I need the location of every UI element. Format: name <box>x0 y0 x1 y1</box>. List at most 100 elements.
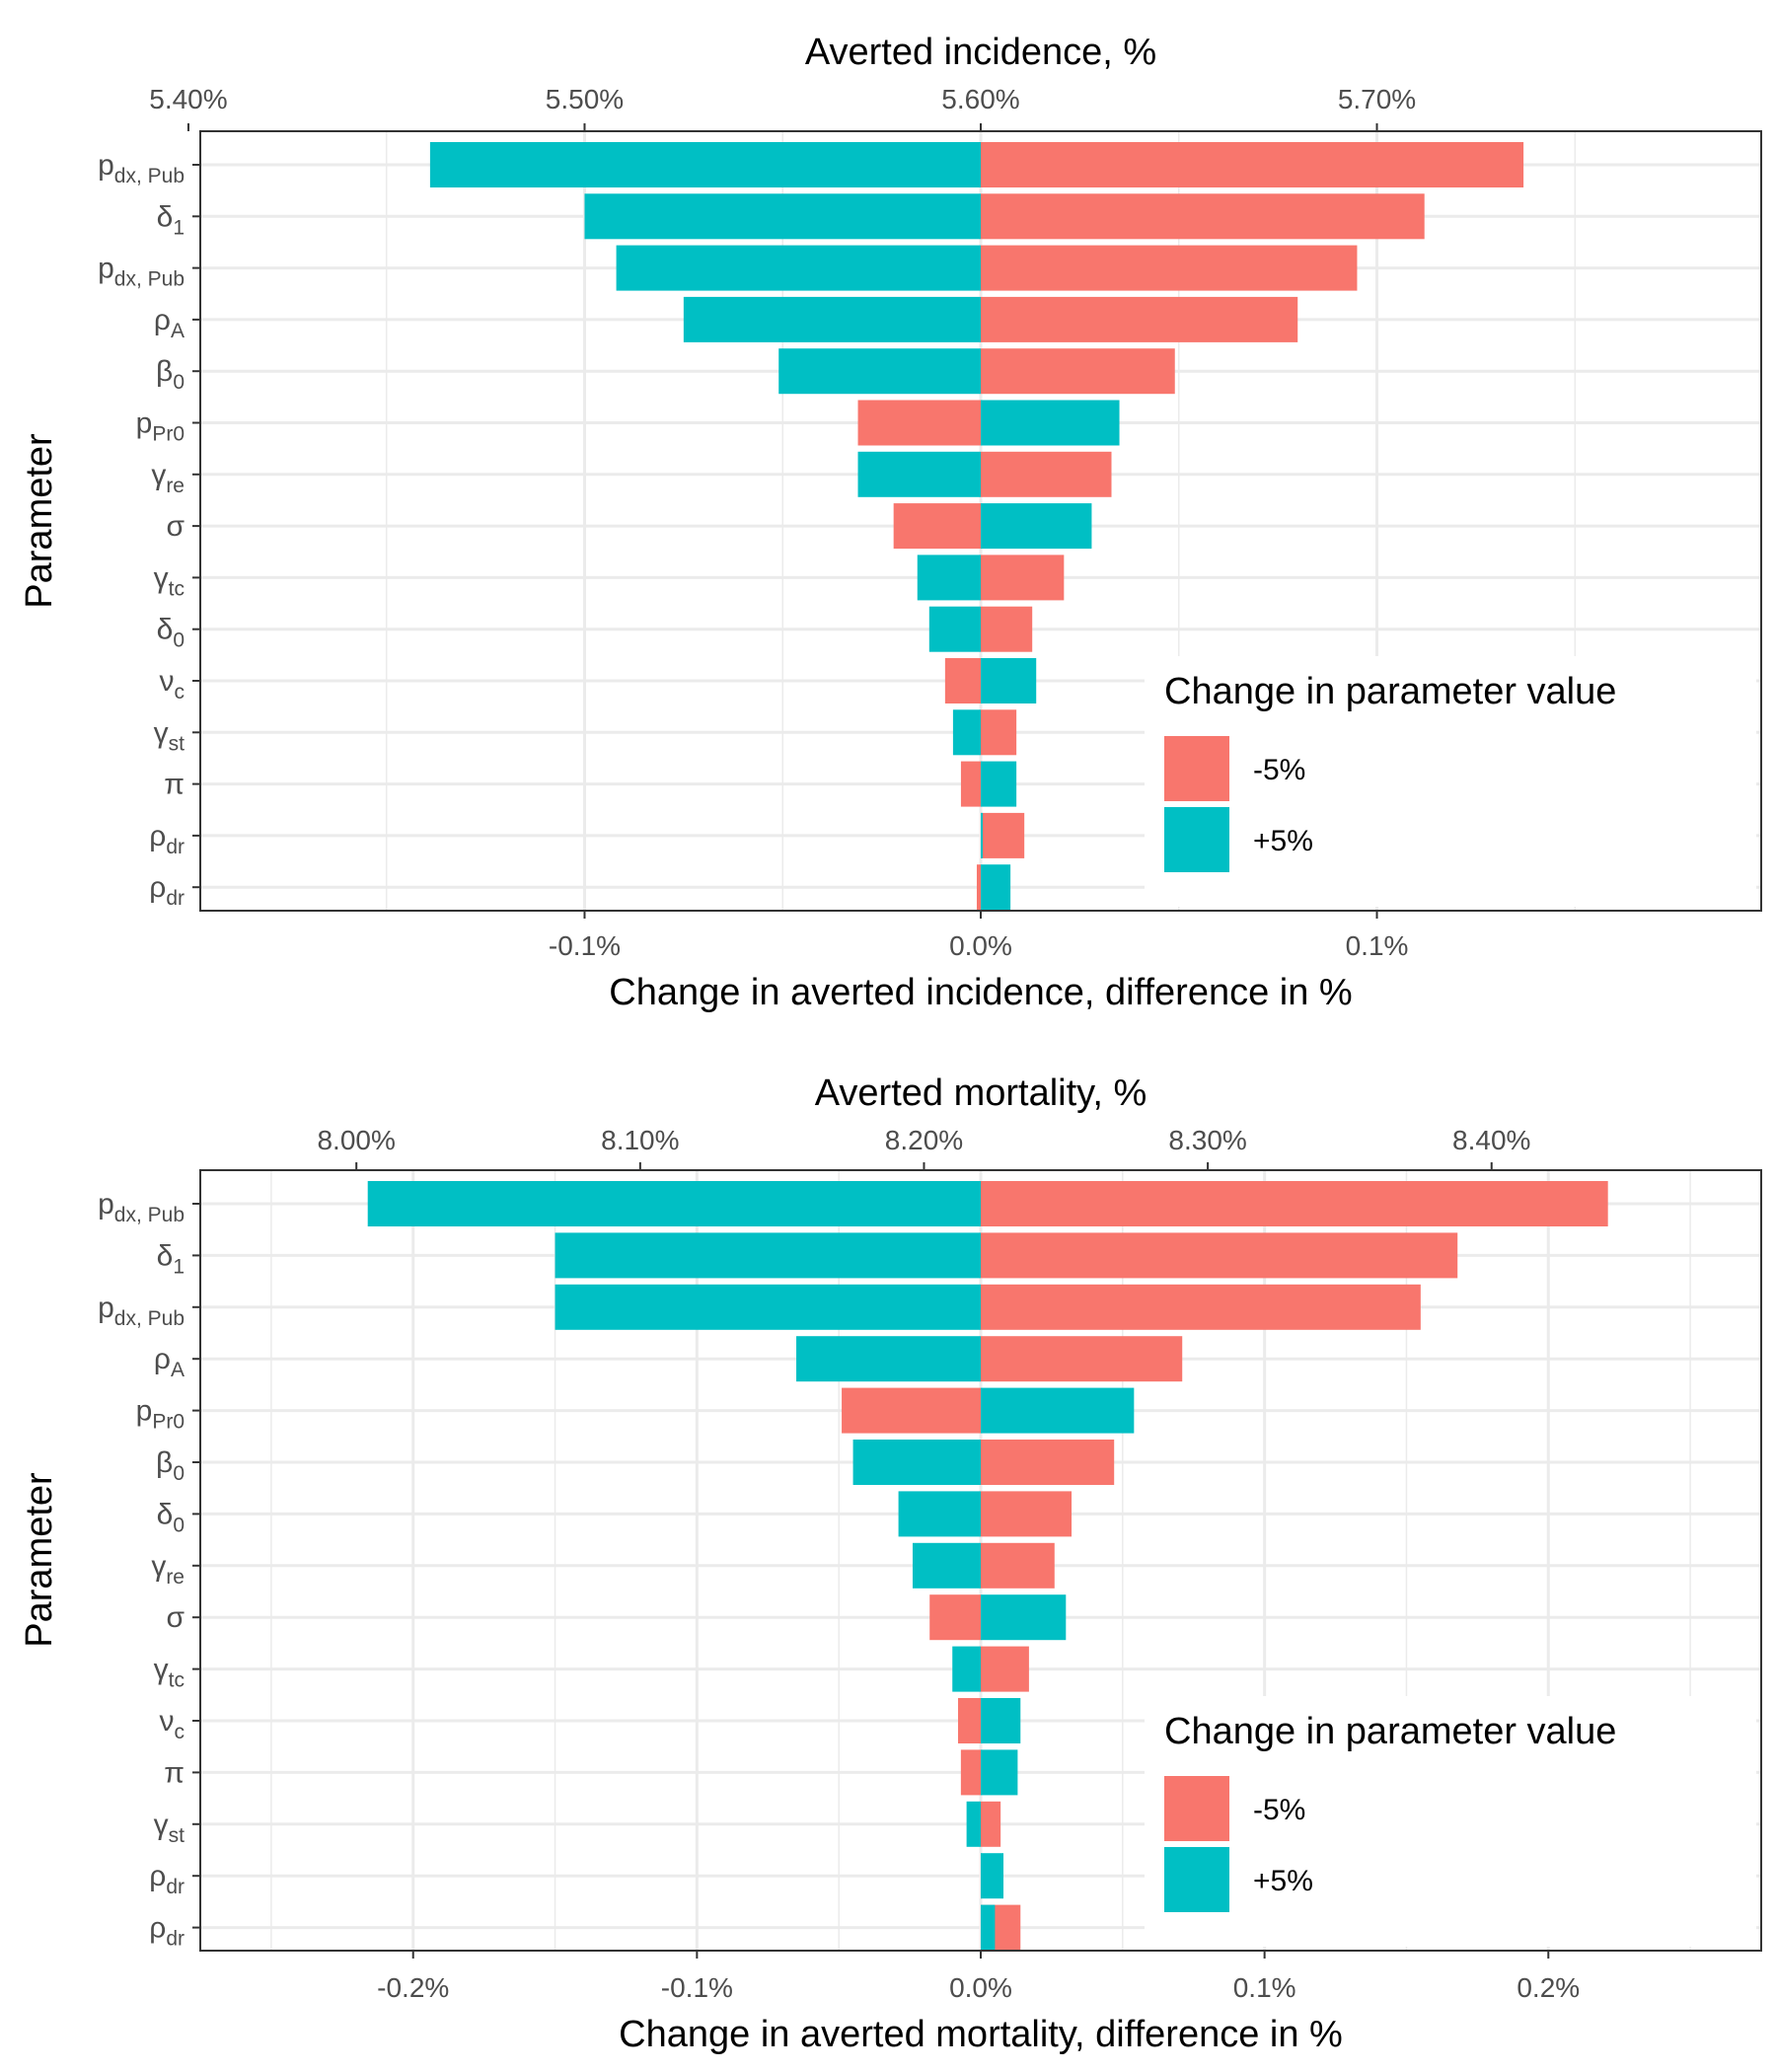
bar-plus5 <box>852 1440 981 1485</box>
y-tick-label: β0 <box>156 355 185 394</box>
y-tick-label: pdx, Pub <box>98 253 185 291</box>
bar-plus5 <box>857 451 981 497</box>
bar-plus5 <box>796 1336 981 1382</box>
bar-minus5 <box>981 451 1112 497</box>
y-tick-label: π <box>164 769 185 801</box>
y-tick-label: ρdr <box>149 1860 185 1898</box>
secondary-x-tick-label: 8.20% <box>885 1125 963 1155</box>
y-tick-label: δ0 <box>157 614 185 652</box>
bar-minus5 <box>893 503 981 550</box>
secondary-x-tick-label: 8.40% <box>1452 1125 1530 1155</box>
legend-background <box>1145 1696 1756 1947</box>
bar-plus5 <box>981 400 1120 446</box>
legend-label: +5% <box>1253 825 1313 857</box>
parameter-row-1: pdx, Pub <box>98 142 1524 187</box>
y-tick-label: γre <box>151 459 185 497</box>
bar-minus5 <box>981 348 1175 395</box>
bar-minus5 <box>981 1491 1073 1537</box>
bar-minus5 <box>981 1336 1183 1382</box>
legend-key-minus5 <box>1164 1776 1229 1841</box>
parameter-row-14: ρdr <box>149 812 1025 858</box>
legend-label: -5% <box>1253 1794 1305 1826</box>
y-tick-label: pPr0 <box>136 1395 185 1434</box>
bar-plus5 <box>981 1387 1135 1434</box>
legend-key-minus5 <box>1164 736 1229 801</box>
bar-minus5 <box>976 864 981 911</box>
x-axis-title: Change in averted incidence, difference … <box>609 972 1352 1013</box>
bar-plus5 <box>981 1594 1067 1641</box>
bar-plus5 <box>981 812 984 858</box>
y-axis-title: Parameter <box>19 1472 60 1648</box>
x-tick-label: 0.1% <box>1233 1972 1296 2003</box>
secondary-x-tick-label: 8.00% <box>317 1125 395 1155</box>
parameter-row-15: ρdr <box>149 1904 1021 1951</box>
bar-plus5 <box>981 503 1092 550</box>
bar-plus5 <box>981 864 1011 911</box>
parameter-row-12: π <box>164 1749 1018 1796</box>
bar-plus5 <box>952 709 981 756</box>
bar-minus5 <box>981 812 1025 858</box>
parameter-row-4: ρA <box>154 1336 1183 1382</box>
y-tick-label: σ <box>166 510 185 543</box>
y-tick-label: ρdr <box>149 871 185 910</box>
parameter-row-11: νc <box>160 658 1037 703</box>
legend-label: -5% <box>1253 754 1305 786</box>
y-tick-label: νc <box>160 1705 185 1743</box>
x-tick-label: -0.1% <box>661 1972 733 2003</box>
parameter-row-9: σ <box>166 1594 1067 1641</box>
y-tick-label: δ0 <box>157 1498 185 1536</box>
bar-plus5 <box>778 348 981 395</box>
bar-plus5 <box>981 658 1037 703</box>
legend-title: Change in parameter value <box>1164 671 1616 712</box>
bar-plus5 <box>917 555 981 601</box>
bar-minus5 <box>981 1181 1608 1226</box>
parameter-row-11: νc <box>160 1698 1021 1743</box>
y-tick-label: ρdr <box>149 1912 185 1951</box>
y-tick-label: γtc <box>154 561 185 600</box>
legend: Change in parameter value -5% +5% <box>1145 656 1756 907</box>
bar-minus5 <box>981 555 1065 601</box>
parameter-row-4: ρA <box>154 296 1298 342</box>
y-tick-label: pdx, Pub <box>98 1188 185 1226</box>
bar-minus5 <box>981 142 1524 187</box>
bar-plus5 <box>555 1232 981 1279</box>
y-tick-label: β0 <box>156 1446 185 1485</box>
parameter-row-10: δ0 <box>157 606 1033 652</box>
legend-key-plus5 <box>1164 1847 1229 1912</box>
legend-background <box>1145 656 1756 907</box>
legend-key-plus5 <box>1164 807 1229 872</box>
parameter-row-7: δ0 <box>157 1491 1073 1537</box>
bar-plus5 <box>981 1749 1018 1796</box>
y-tick-label: pdx, Pub <box>98 149 185 187</box>
parameter-row-3: pdx, Pub <box>98 1284 1421 1330</box>
bar-plus5 <box>981 1853 1004 1899</box>
parameter-row-6: pPr0 <box>136 400 1120 446</box>
secondary-x-tick-label: 5.50% <box>546 84 624 114</box>
parameter-row-7: γre <box>151 451 1112 497</box>
parameter-row-2: δ1 <box>157 1232 1458 1279</box>
y-axis-title: Parameter <box>19 433 60 609</box>
bar-minus5 <box>929 1594 981 1641</box>
bar-plus5 <box>952 1646 981 1692</box>
bar-plus5 <box>367 1181 981 1226</box>
y-tick-label: δ1 <box>157 200 185 239</box>
panel-1: pdx, Pub δ1 pdx, Pub ρA β0 pPr0 γre σ γtc δ0 νc γst… <box>19 32 1762 1013</box>
y-tick-label: ρA <box>154 1343 185 1381</box>
bar-minus5 <box>981 1232 1458 1279</box>
bar-minus5 <box>960 1749 981 1796</box>
y-tick-label: σ <box>166 1601 185 1634</box>
bar-minus5 <box>957 1698 981 1743</box>
panel-2: pdx, Pub δ1 pdx, Pub ρA pPr0 β0 δ0 γre σ γtc νc π γs… <box>19 1073 1762 2055</box>
secondary-x-tick-label: 8.30% <box>1168 1125 1246 1155</box>
x-tick-label: 0.1% <box>1346 930 1409 961</box>
parameter-row-2: δ1 <box>157 193 1425 240</box>
bar-minus5 <box>981 1646 1029 1692</box>
bar-minus5 <box>857 400 981 446</box>
y-tick-label: pdx, Pub <box>98 1292 185 1330</box>
secondary-x-axis-title: Averted incidence, % <box>805 32 1156 73</box>
bar-plus5 <box>683 296 981 342</box>
y-tick-label: γst <box>154 716 185 755</box>
bar-minus5 <box>981 193 1425 240</box>
y-tick-label: ρdr <box>149 820 185 858</box>
bar-minus5 <box>981 1542 1055 1589</box>
